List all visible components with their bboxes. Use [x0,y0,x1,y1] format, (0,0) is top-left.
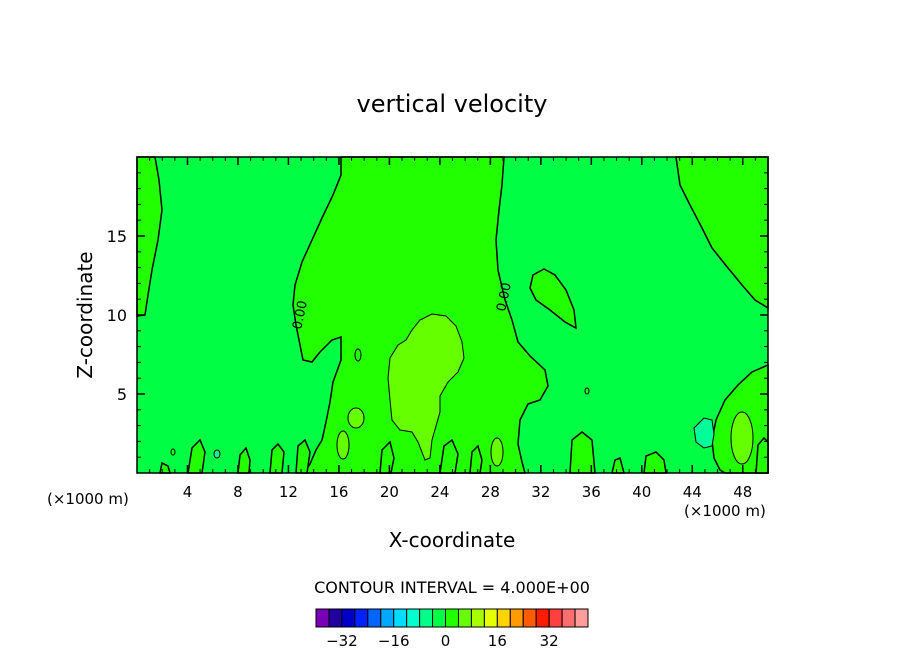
colorbar-swatch [393,608,408,628]
x-tick-label: 36 [582,483,601,501]
colorbar-swatch [457,608,472,628]
contour-region-downdraft [693,417,715,449]
contour-region-upper-cell [529,268,577,330]
y-axis: 5 10 15 [107,172,768,458]
contour-cell-d [336,430,350,460]
y-tick-label: 10 [107,306,127,325]
x-tick-label: 12 [279,483,298,501]
colorbar-swatch [406,608,421,628]
x-tick-label: 44 [683,483,702,501]
colorbar-swatch [522,608,537,628]
colorbar-swatch [432,608,447,628]
x-tick-label: 20 [380,483,399,501]
contour-cell-a [347,407,365,429]
x-axis-label: X-coordinate [389,528,516,552]
colorbar-tick-label: 32 [540,632,559,650]
y-axis-label: Z-coordinate [73,251,97,378]
y-tick-label: 15 [107,227,127,246]
x-tick-label: 4 [183,483,193,501]
colorbar-swatch [548,608,563,628]
x-tick-label: 48 [733,483,752,501]
colorbar-swatch [509,608,524,628]
x-axis: 4 8 12 16 20 24 28 32 36 40 44 48 [149,157,756,501]
x-unit-right: (×1000 m) [684,502,766,520]
x-tick-label: 28 [481,483,500,501]
colorbar-swatch [445,608,459,628]
contour-blip-1 [213,449,221,459]
colorbar-swatch [367,608,382,628]
colorbar-swatch [483,608,498,628]
colorbar-tick-label: 16 [488,632,507,650]
colorbar-tick-label: −16 [378,632,410,650]
x-tick-label: 40 [632,483,651,501]
contour-blip-2 [354,348,362,362]
colorbar-swatch [380,608,395,628]
colorbar-swatch [470,608,485,628]
contour-cell-b [730,411,754,465]
colorbar: −32 −16 0 16 32 [315,608,589,650]
x-tick-label: 16 [329,483,348,501]
x-tick-label: 24 [430,483,449,501]
contour-blip-4 [170,448,176,456]
colorbar-swatch [315,608,330,628]
y-tick-label: 5 [117,385,127,404]
x-tick-label: 8 [233,483,243,501]
chart-title: vertical velocity [357,90,548,118]
colorbar-tick-label: −32 [326,632,358,650]
colorbar-swatch [419,608,434,628]
colorbar-swatch [341,608,356,628]
colorbar-swatch [574,608,589,628]
colorbar-swatch [354,608,369,628]
contour-region-core-4to8 [387,313,465,461]
contour-cell-e [490,437,504,467]
ground-contours [159,431,769,474]
contour-blip-3 [584,387,590,395]
colorbar-tick-label: 0 [441,632,451,650]
colorbar-swatch [561,608,576,628]
contour-label-left: 0.00 [290,299,311,330]
contour-label-right: 0.00 [494,281,515,312]
contour-interval-label: CONTOUR INTERVAL = 4.000E+00 [314,578,590,597]
contour-region-updraft-column [292,156,549,474]
colorbar-swatch [535,608,550,628]
x-unit-left: (×1000 m) [47,490,129,508]
x-tick-label: 32 [531,483,550,501]
colorbar-swatch [496,608,511,628]
colorbar-swatch [328,608,343,628]
